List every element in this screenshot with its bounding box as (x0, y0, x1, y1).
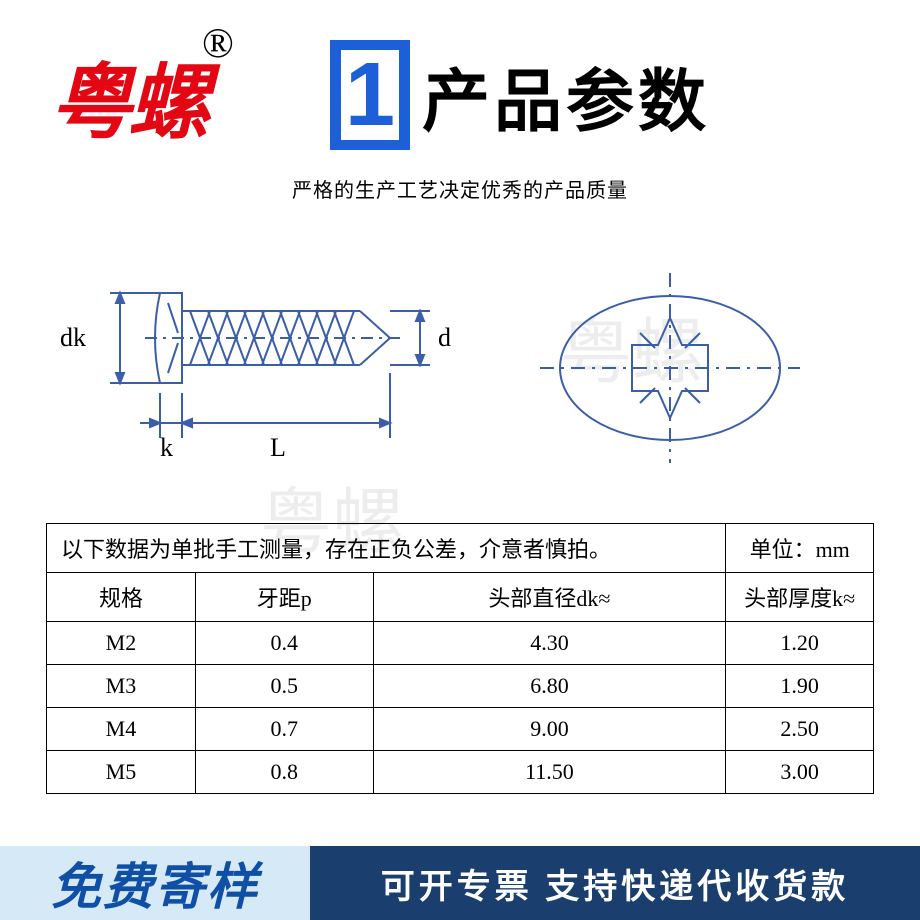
table-row: M40.79.002.50 (47, 708, 874, 751)
dim-label-dk: dk (60, 323, 86, 353)
title-badge: 1 (330, 40, 410, 150)
spec-table-wrap: 以下数据为单批手工测量，存在正负公差，介意者慎拍。 单位：mm 规格 牙距p 头… (46, 523, 874, 794)
table-row: M50.811.503.00 (47, 751, 874, 794)
brand-text: 粤螺 (50, 58, 206, 149)
header-region: 粤螺® 1 产品参数 严格的生产工艺决定优秀的产品质量 (0, 0, 920, 203)
table-row: M30.56.801.90 (47, 665, 874, 708)
table-cell: 6.80 (373, 665, 726, 708)
subtitle: 严格的生产工艺决定优秀的产品质量 (0, 174, 920, 203)
table-cell: 1.20 (726, 622, 874, 665)
table-note: 以下数据为单批手工测量，存在正负公差，介意者慎拍。 (47, 524, 726, 573)
footer-right: 可开专票 支持快递代收货款 (310, 846, 920, 920)
table-cell: 0.4 (195, 622, 373, 665)
table-cell: 0.8 (195, 751, 373, 794)
table-cell: M3 (47, 665, 196, 708)
table-cell: M4 (47, 708, 196, 751)
screw-top-view (540, 273, 800, 463)
col-pitch: 牙距p (195, 573, 373, 622)
dim-label-d: d (438, 323, 451, 353)
table-unit: 单位：mm (726, 524, 874, 573)
title-text: 产品参数 (422, 46, 710, 145)
table-cell: 4.30 (373, 622, 726, 665)
col-k: 头部厚度k≈ (726, 573, 874, 622)
table-cell: 3.00 (726, 751, 874, 794)
table-cell: 11.50 (373, 751, 726, 794)
table-header-row: 规格 牙距p 头部直径dk≈ 头部厚度k≈ (47, 573, 874, 622)
spec-table: 以下数据为单批手工测量，存在正负公差，介意者慎拍。 单位：mm 规格 牙距p 头… (46, 523, 874, 794)
title-row: 1 产品参数 (330, 40, 710, 150)
table-cell: 2.50 (726, 708, 874, 751)
dim-label-L: L (270, 433, 286, 463)
table-cell: M5 (47, 751, 196, 794)
table-cell: 1.90 (726, 665, 874, 708)
table-cell: 9.00 (373, 708, 726, 751)
table-row: M20.44.301.20 (47, 622, 874, 665)
table-cell: M2 (47, 622, 196, 665)
table-note-row: 以下数据为单批手工测量，存在正负公差，介意者慎拍。 单位：mm (47, 524, 874, 573)
col-spec: 规格 (47, 573, 196, 622)
table-cell: 0.7 (195, 708, 373, 751)
brand-logo: 粤螺® (50, 36, 234, 155)
footer-left: 免费寄样 (0, 846, 310, 920)
diagram-area: 粤螺 粤螺 (0, 233, 920, 513)
dim-label-k: k (160, 433, 173, 463)
footer: 免费寄样 可开专票 支持快递代收货款 (0, 846, 920, 920)
table-cell: 0.5 (195, 665, 373, 708)
title-badge-number: 1 (341, 50, 399, 140)
registered-mark: ® (202, 21, 230, 67)
col-dk: 头部直径dk≈ (373, 573, 726, 622)
